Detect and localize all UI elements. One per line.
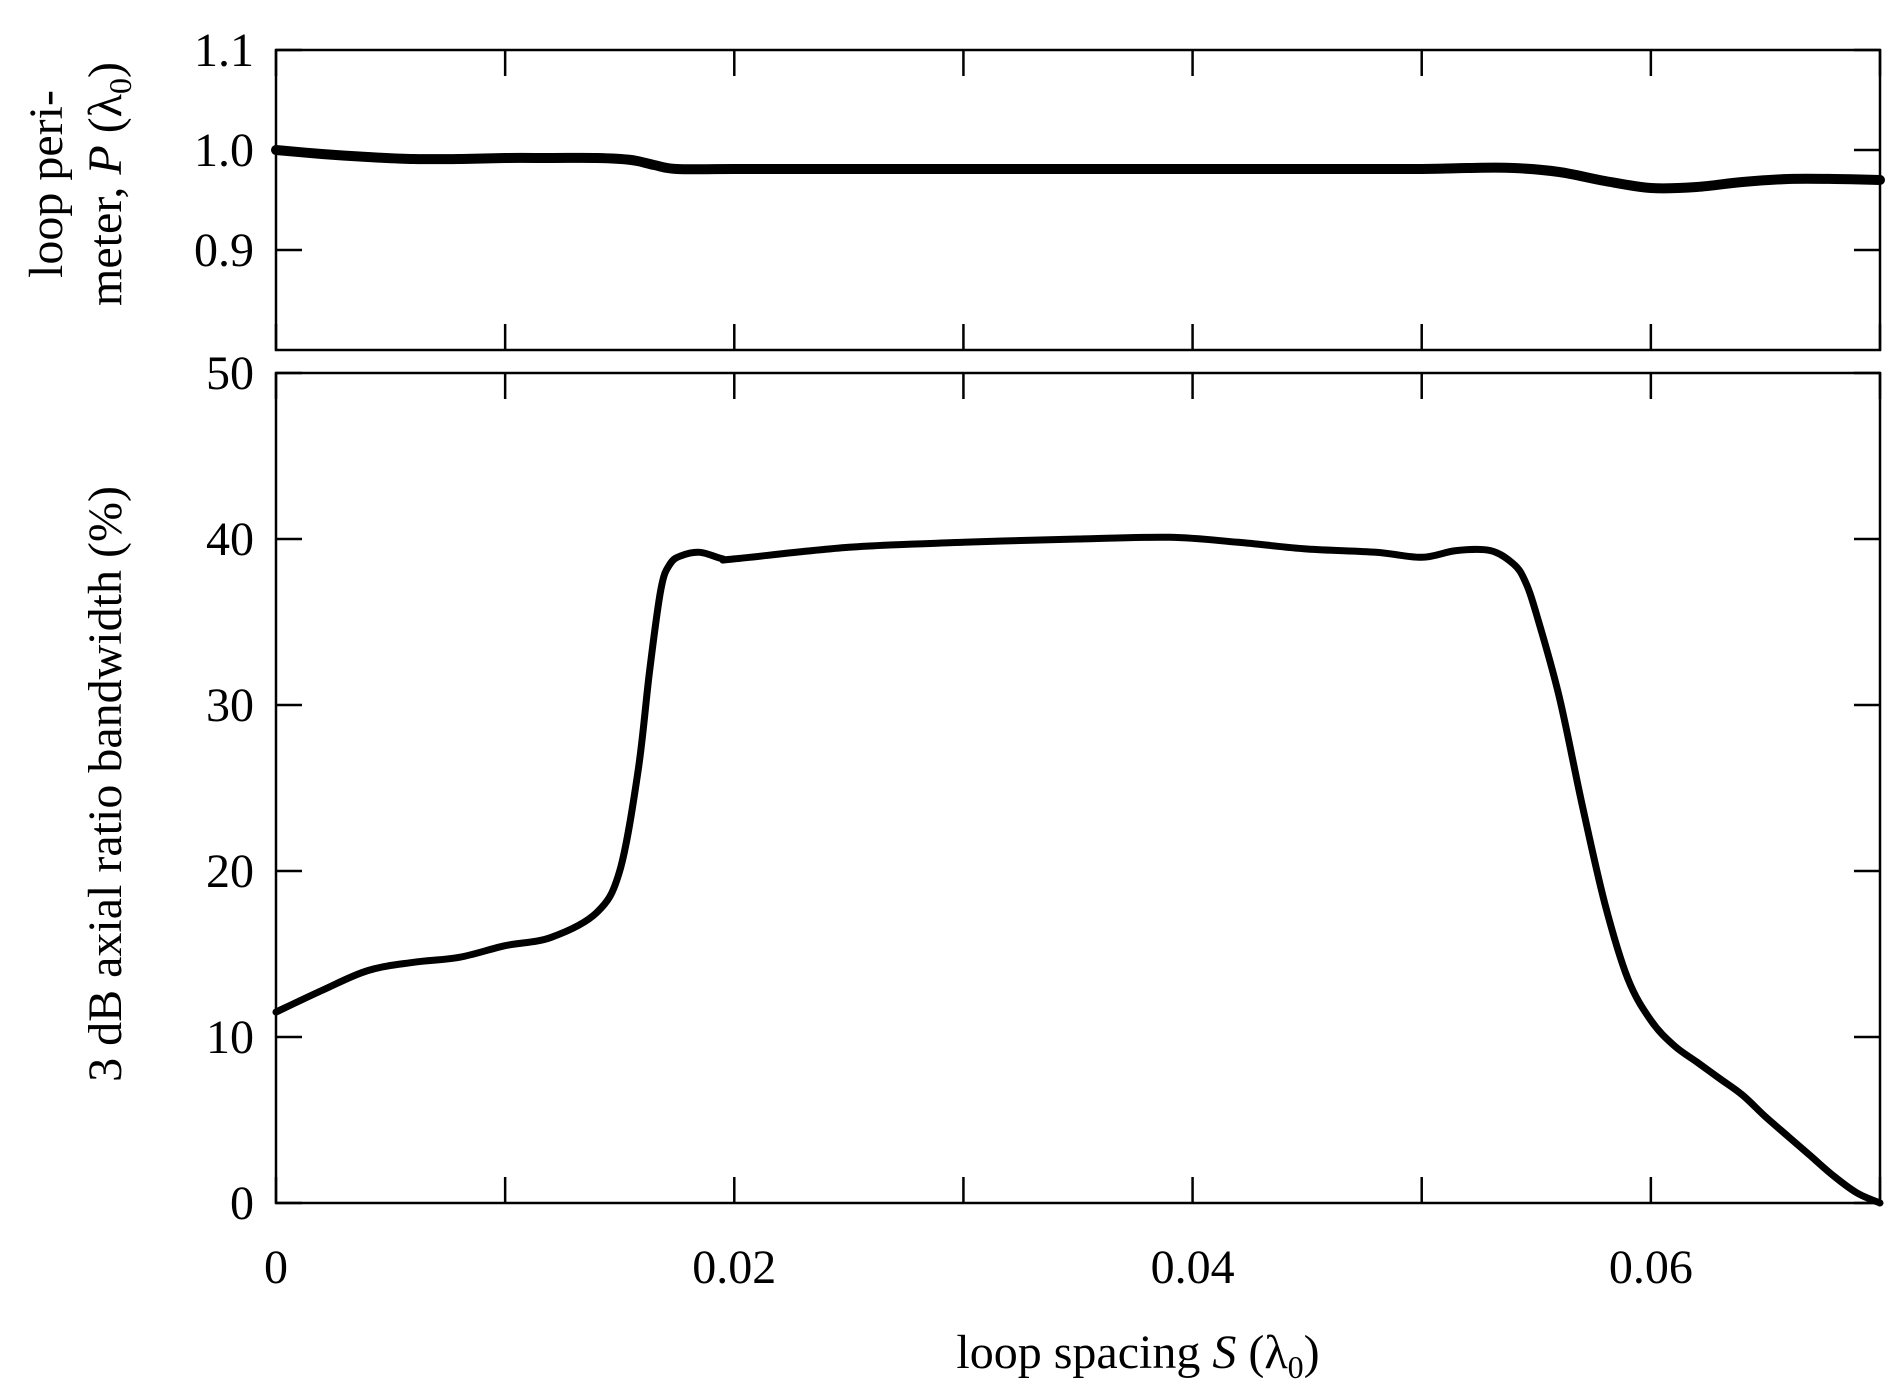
y-tick-label-4: 40 — [206, 513, 254, 566]
perimeter-ticks — [274, 48, 1882, 350]
bandwidth-ticks — [274, 371, 1882, 1205]
perimeter-y-axis-title-unit-sub: 0 — [102, 78, 138, 94]
y-tick-label-1: 10 — [206, 1011, 254, 1064]
y-tick-label-0: 0.9 — [194, 224, 254, 277]
perimeter-panel: 0.9 1.0 1.1 loop peri- meter, P (λ0) — [20, 24, 1885, 352]
bandwidth-panel: 0 10 20 30 40 50 0 0.02 0.04 0.06 3 dB axial rat… — [79, 347, 1884, 1385]
x-tick-label-0: 0 — [264, 1241, 288, 1294]
x-axis-title-symbol: S — [1212, 1326, 1236, 1379]
y-tick-label-5: 50 — [206, 347, 254, 400]
x-axis-title-unit-open: (λ — [1236, 1326, 1288, 1379]
x-axis-title-unit-sub: 0 — [1288, 1349, 1304, 1385]
perimeter-y-axis-title-unit-open: (λ — [79, 93, 132, 145]
perimeter-y-tick-labels: 0.9 1.0 1.1 — [194, 24, 254, 277]
perimeter-y-axis-title-line2: meter, P (λ0) — [79, 62, 138, 306]
x-axis-title: loop spacing S (λ0) — [956, 1326, 1319, 1385]
perimeter-series-line-0 — [271, 145, 1885, 194]
bandwidth-series-line-0 — [272, 533, 1884, 1207]
perimeter-series — [271, 145, 1885, 194]
perimeter-plot-frame — [274, 48, 1882, 352]
perimeter-y-axis-title-unit-close: ) — [79, 62, 132, 78]
x-tick-label-2: 0.04 — [1151, 1241, 1235, 1294]
x-axis-title-prefix: loop spacing — [956, 1326, 1212, 1379]
bandwidth-y-axis-title: 3 dB axial ratio bandwidth (%) — [79, 486, 132, 1082]
perimeter-y-axis-title-symbol: P — [79, 145, 132, 175]
y-tick-label-2: 20 — [206, 845, 254, 898]
y-tick-label-1: 1.0 — [194, 124, 254, 177]
x-tick-label-3: 0.06 — [1609, 1241, 1693, 1294]
bandwidth-plot-frame — [274, 371, 1882, 1205]
bandwidth-y-tick-labels: 0 10 20 30 40 50 — [206, 347, 254, 1230]
x-tick-label-1: 0.02 — [692, 1241, 776, 1294]
y-tick-label-3: 30 — [206, 679, 254, 732]
perimeter-y-axis-title-prefix: meter, — [79, 175, 132, 306]
bandwidth-x-tick-labels: 0 0.02 0.04 0.06 — [264, 1241, 1693, 1294]
y-tick-label-2: 1.1 — [194, 24, 254, 77]
perimeter-y-axis-title-line1: loop peri- — [20, 90, 73, 278]
bandwidth-series — [272, 533, 1884, 1207]
y-tick-label-0: 0 — [230, 1177, 254, 1230]
x-axis-title-unit-close: ) — [1304, 1326, 1320, 1379]
